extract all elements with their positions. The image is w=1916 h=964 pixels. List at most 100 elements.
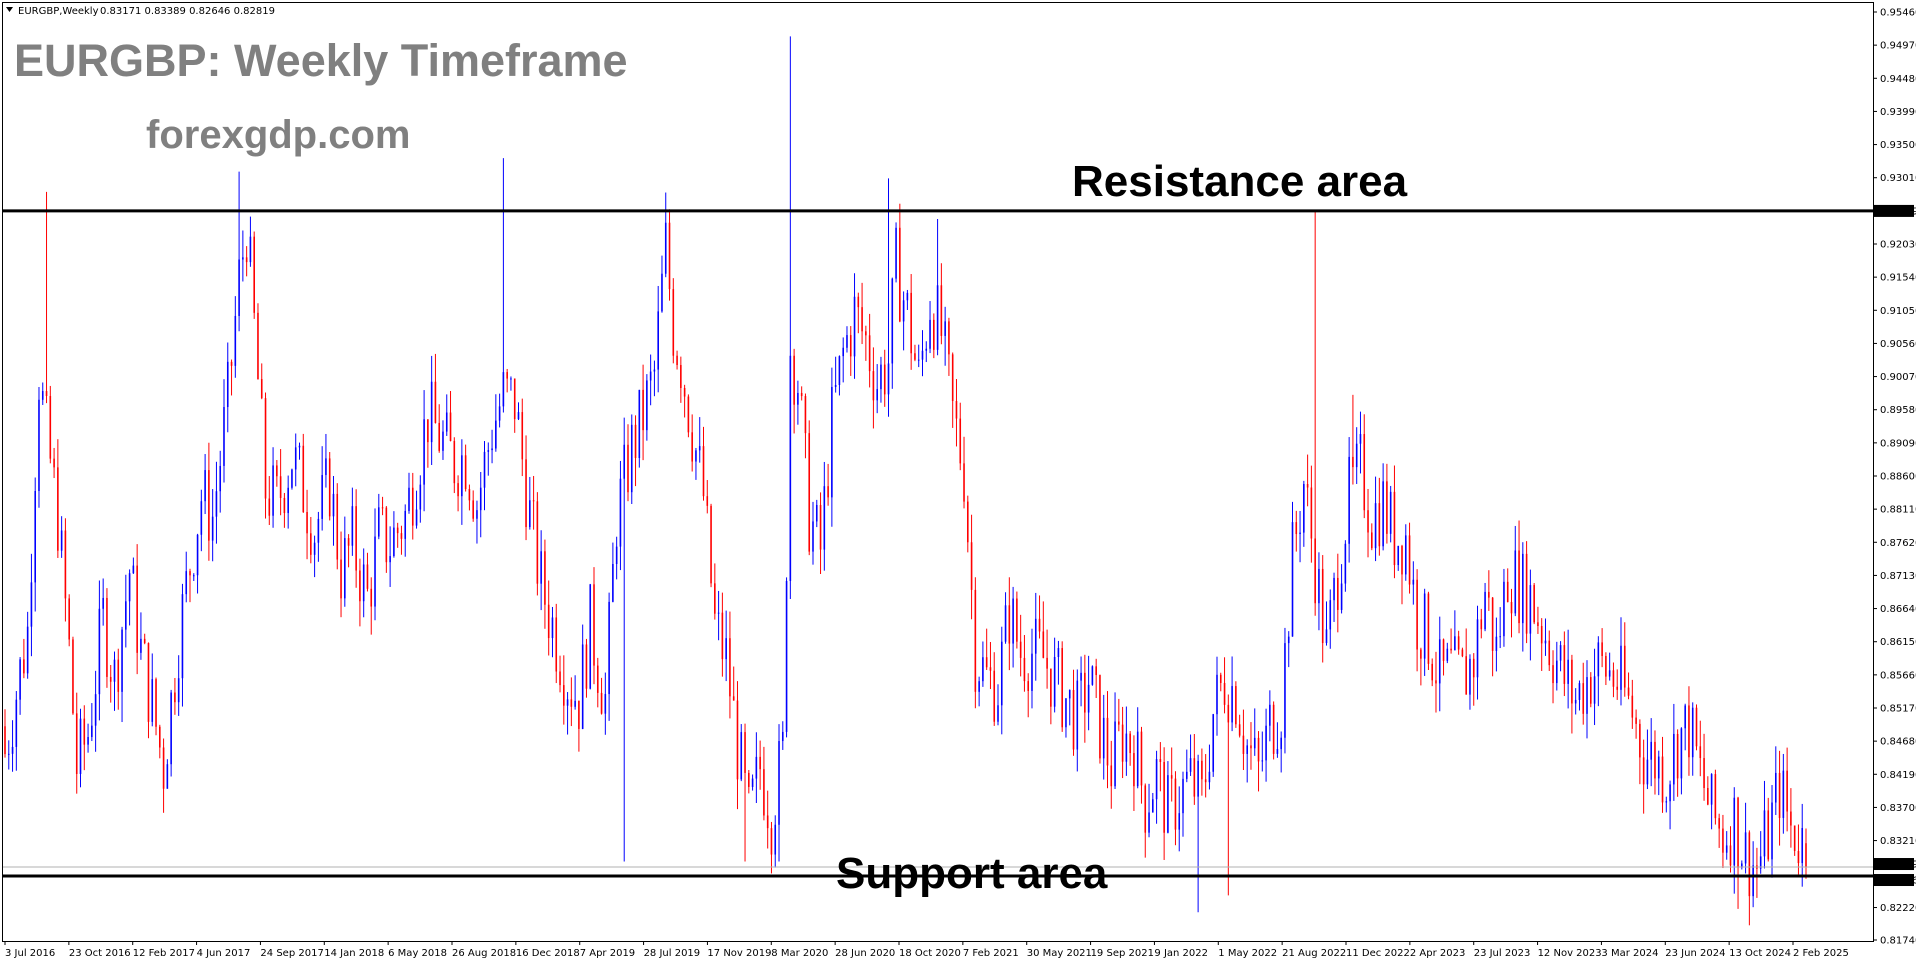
bear-candle-body — [106, 597, 108, 677]
bull-candle-body — [589, 584, 592, 689]
bull-candle-body — [1744, 832, 1747, 864]
bear-candle-body — [1072, 690, 1075, 750]
ohlc-readout: 0.83171 0.83389 0.82646 0.82819 — [100, 6, 275, 17]
bull-candle-body — [1280, 737, 1282, 750]
current-price-price-tag-label: 0.82819 — [1877, 860, 1916, 871]
x-tick-label: 13 Oct 2024 — [1729, 948, 1791, 959]
bear-candle-body — [45, 391, 48, 397]
bull-candle-body — [419, 484, 422, 510]
bull-candle-body — [215, 491, 218, 517]
candles-layer — [4, 36, 1807, 926]
x-tick-label: 28 Jun 2020 — [835, 948, 895, 959]
bear-candle-body — [899, 227, 901, 322]
bear-candle-body — [57, 467, 59, 551]
bull-candle-body — [1382, 481, 1384, 547]
bear-candle-body — [245, 257, 248, 263]
bull-candle-body — [79, 718, 82, 774]
bull-candle-body — [1299, 532, 1301, 535]
bull-candle-body — [944, 321, 946, 336]
dropdown-triangle-icon[interactable] — [6, 7, 13, 12]
bull-candle-body — [389, 556, 391, 563]
bear-candle-body — [525, 459, 527, 528]
bull-candle-body — [1404, 535, 1407, 575]
bull-candle-body — [151, 679, 154, 722]
bear-candle-body — [744, 732, 746, 773]
bear-candle-body — [1038, 618, 1041, 632]
bear-candle-body — [1748, 832, 1751, 897]
bull-candle-body — [778, 741, 780, 825]
bear-candle-body — [1019, 641, 1022, 658]
bull-candle-body — [551, 617, 554, 639]
time-axis[interactable]: 3 Jul 2016 23 Oct 2016 12 Feb 2017 4 Jun 20… — [4, 941, 1849, 959]
bear-candle-body — [370, 588, 373, 607]
bear-candle-body — [434, 381, 437, 423]
x-tick-label: 23 Jun 2024 — [1665, 948, 1725, 959]
bear-candle-body — [1518, 550, 1520, 624]
bull-candle-body — [1763, 810, 1766, 857]
bear-candle-body — [1352, 456, 1354, 468]
bull-candle-body — [1469, 658, 1471, 695]
x-tick-label: 9 Jan 2022 — [1154, 948, 1208, 959]
bull-candle-body — [1057, 648, 1060, 657]
bear-candle-body — [948, 321, 950, 355]
bull-candle-body — [1125, 733, 1128, 762]
bear-candle-body — [1386, 481, 1388, 534]
bear-candle-body — [472, 500, 474, 519]
bear-candle-body — [849, 335, 852, 357]
bear-candle-body — [1420, 649, 1422, 659]
bull-candle-body — [1741, 863, 1743, 868]
bull-candle-body — [1710, 774, 1713, 805]
bull-candle-body — [1782, 770, 1785, 818]
bull-candle-body — [185, 571, 188, 595]
x-tick-label: 8 Mar 2020 — [771, 948, 828, 959]
bear-candle-body — [714, 583, 716, 614]
bull-candle-body — [226, 361, 229, 408]
bull-candle-body — [1034, 618, 1037, 654]
bear-candle-body — [1442, 639, 1445, 661]
bear-candle-body — [1461, 649, 1464, 657]
bull-candle-body — [1650, 741, 1652, 760]
bull-candle-body — [1208, 771, 1211, 783]
bull-candle-body — [510, 378, 512, 380]
bear-candle-body — [1537, 622, 1539, 626]
bear-candle-body — [1427, 593, 1430, 664]
bear-candle-body — [1642, 757, 1645, 785]
bear-candle-body — [1235, 686, 1237, 725]
bear-candle-body — [1050, 668, 1052, 707]
bull-candle-body — [936, 285, 939, 350]
bear-candle-body — [1582, 683, 1585, 714]
bear-candle-body — [268, 498, 271, 516]
bear-candle-body — [676, 355, 678, 366]
bear-candle-body — [1306, 484, 1309, 488]
bull-candle-body — [812, 521, 814, 552]
bull-candle-body — [204, 470, 206, 502]
bear-candle-body — [1797, 850, 1800, 864]
bull-candle-body — [831, 386, 833, 498]
x-tick-label: 18 Oct 2020 — [899, 948, 961, 959]
bear-candle-body — [959, 418, 962, 464]
x-tick-label: 2 Feb 2025 — [1793, 948, 1849, 959]
bull-candle-body — [1684, 705, 1686, 729]
bear-candle-body — [600, 692, 603, 714]
bull-candle-body — [1182, 778, 1184, 814]
bull-candle-body — [1178, 813, 1181, 830]
bull-candle-body — [646, 380, 648, 431]
bull-candle-body — [1665, 801, 1668, 803]
bull-candle-body — [921, 350, 924, 360]
bear-candle-body — [683, 388, 686, 397]
bull-candle-body — [1446, 648, 1449, 661]
bear-candle-body — [1140, 731, 1143, 786]
bear-candle-body — [1790, 811, 1792, 826]
bull-candle-body — [11, 746, 14, 754]
bull-candle-body — [60, 530, 63, 551]
bull-candle-body — [1053, 656, 1056, 707]
